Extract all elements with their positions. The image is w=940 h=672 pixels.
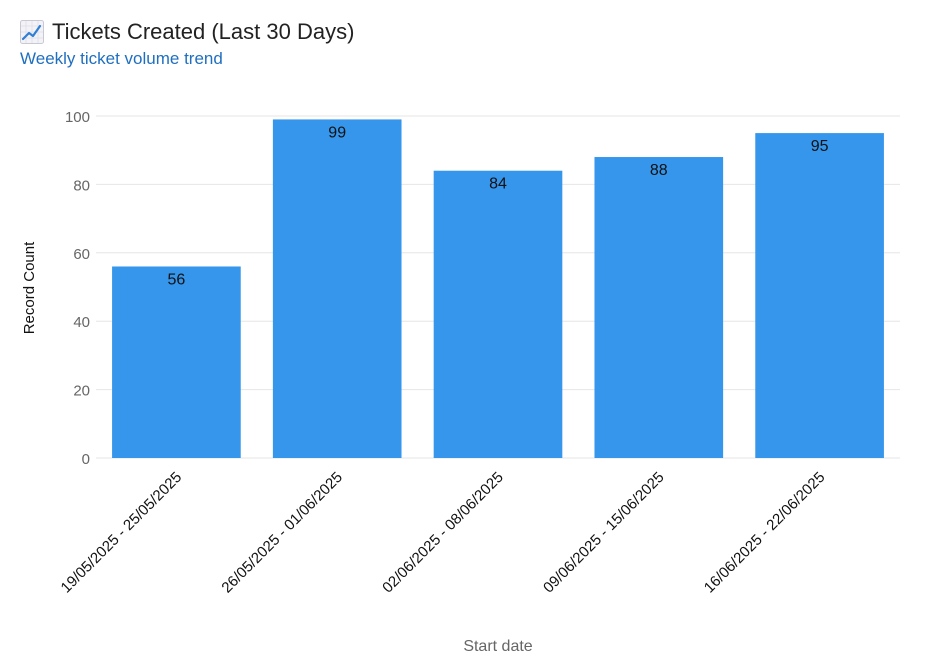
chart-title: Tickets Created (Last 30 Days): [52, 19, 355, 44]
y-tick-label: 40: [73, 314, 90, 331]
y-tick-label: 0: [82, 451, 90, 468]
chart-header: Tickets Created (Last 30 Days) Weekly ti…: [20, 18, 354, 69]
x-axis-label: Start date: [463, 638, 532, 655]
y-tick-label: 20: [73, 383, 90, 400]
x-tick-label: 26/05/2025 - 01/06/2025: [218, 469, 346, 597]
y-axis-label: Record Count: [21, 241, 38, 334]
bar-value-label: 99: [328, 124, 346, 141]
bar-value-label: 56: [168, 271, 186, 288]
bar-value-label: 95: [811, 138, 829, 155]
x-tick-label: 02/06/2025 - 08/06/2025: [379, 469, 507, 597]
bar-value-label: 84: [489, 176, 507, 193]
bar[interactable]: [755, 133, 884, 458]
chart-subtitle: Weekly ticket volume trend: [20, 49, 223, 68]
y-tick-label: 60: [73, 246, 90, 263]
y-axis-ticks: 0 20 40 60 80 100: [65, 109, 90, 468]
x-axis-ticks: 19/05/2025 - 25/05/2025 26/05/2025 - 01/0…: [58, 469, 829, 597]
x-tick-label: 19/05/2025 - 25/05/2025: [58, 469, 186, 597]
bar[interactable]: [594, 157, 724, 459]
bars: 56 99 84 88 95: [112, 119, 884, 459]
x-tick-label: 16/06/2025 - 22/06/2025: [701, 469, 829, 597]
bar[interactable]: [112, 266, 241, 458]
bar-value-label: 88: [650, 162, 668, 179]
y-tick-label: 80: [73, 177, 90, 194]
y-tick-label: 100: [65, 109, 90, 126]
chart-increasing-icon: [20, 20, 44, 44]
bar[interactable]: [272, 119, 402, 459]
x-tick-label: 09/06/2025 - 15/06/2025: [540, 469, 668, 597]
bar[interactable]: [433, 170, 563, 458]
